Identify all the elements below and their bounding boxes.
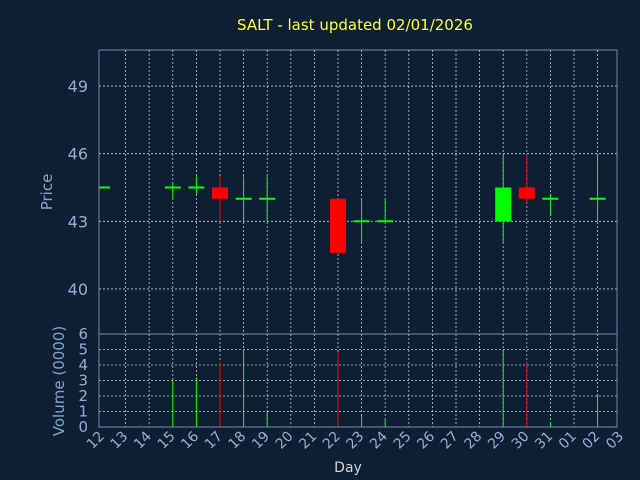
candle-30 bbox=[518, 153, 535, 204]
x-tick-label: 02 bbox=[580, 429, 604, 453]
price-tick-labels: 40 43 46 49 bbox=[68, 77, 88, 299]
candle-15 bbox=[164, 182, 181, 199]
x-tick-label: 27 bbox=[438, 429, 462, 453]
volume-grid bbox=[99, 334, 617, 427]
price-panel-frame bbox=[98, 49, 618, 335]
candle-19 bbox=[259, 176, 276, 222]
candle-29 bbox=[495, 153, 512, 244]
volume-bars bbox=[172, 349, 599, 427]
x-tick-label: 16 bbox=[178, 428, 202, 452]
candle-body bbox=[495, 187, 512, 222]
price-grid bbox=[99, 50, 617, 334]
volume-tick-label: 5 bbox=[78, 341, 88, 359]
volume-tick-label: 1 bbox=[78, 403, 88, 421]
x-tick-label: 18 bbox=[226, 429, 250, 453]
candle-body bbox=[212, 187, 228, 199]
x-tick-label: 01 bbox=[556, 429, 580, 453]
candle-18 bbox=[235, 176, 252, 222]
price-candles bbox=[99, 153, 606, 253]
volume-tick-label: 3 bbox=[78, 372, 88, 390]
volume-axis-label: Volume (0000) bbox=[50, 326, 68, 436]
candle-24 bbox=[377, 198, 394, 223]
x-tick-label: 29 bbox=[485, 429, 509, 453]
price-tick-label: 46 bbox=[68, 145, 88, 164]
volume-tick-label: 4 bbox=[78, 356, 88, 374]
x-tick-label: 30 bbox=[509, 429, 533, 453]
price-tick-label: 40 bbox=[68, 280, 88, 299]
price-axis-label: Price bbox=[38, 174, 56, 211]
volume-panel-frame bbox=[98, 333, 618, 428]
chart-title: SALT - last updated 02/01/2026 bbox=[237, 16, 473, 34]
candle-17 bbox=[212, 176, 228, 222]
x-tick-labels: 12 13 14 15 16 17 18 19 20 21 22 23 24 25 26 27 28 29 30 31… bbox=[84, 428, 627, 452]
x-tick-label: 23 bbox=[344, 429, 368, 453]
price-tick-label: 49 bbox=[68, 77, 88, 96]
x-tick-label: 03 bbox=[603, 429, 627, 453]
x-tick-label: 20 bbox=[273, 429, 297, 453]
x-tick-label: 26 bbox=[414, 428, 438, 452]
candle-body bbox=[330, 198, 346, 253]
x-tick-label: 24 bbox=[367, 428, 391, 452]
x-tick-label: 31 bbox=[532, 429, 556, 453]
price-tick-label: 43 bbox=[68, 212, 88, 231]
volume-tick-label: 2 bbox=[78, 387, 88, 405]
volume-tick-label: 6 bbox=[78, 325, 88, 343]
candle-22 bbox=[330, 198, 346, 253]
x-tick-label: 28 bbox=[462, 429, 486, 453]
x-tick-label: 14 bbox=[131, 428, 155, 452]
x-tick-label: 19 bbox=[249, 429, 273, 453]
candle-31 bbox=[542, 194, 559, 215]
x-tick-label: 22 bbox=[320, 429, 344, 453]
x-axis-label: Day bbox=[334, 460, 362, 476]
candle-body bbox=[518, 187, 535, 199]
candle-16 bbox=[188, 176, 205, 195]
x-tick-label: 25 bbox=[391, 429, 415, 453]
x-tick-label: 21 bbox=[296, 429, 320, 453]
x-tick-label: 15 bbox=[155, 429, 179, 453]
x-tick-label: 13 bbox=[108, 429, 132, 453]
candle-02 bbox=[589, 153, 606, 222]
volume-tick-label: 0 bbox=[78, 418, 88, 436]
candle-23 bbox=[353, 198, 370, 244]
x-tick-label: 17 bbox=[202, 429, 226, 453]
